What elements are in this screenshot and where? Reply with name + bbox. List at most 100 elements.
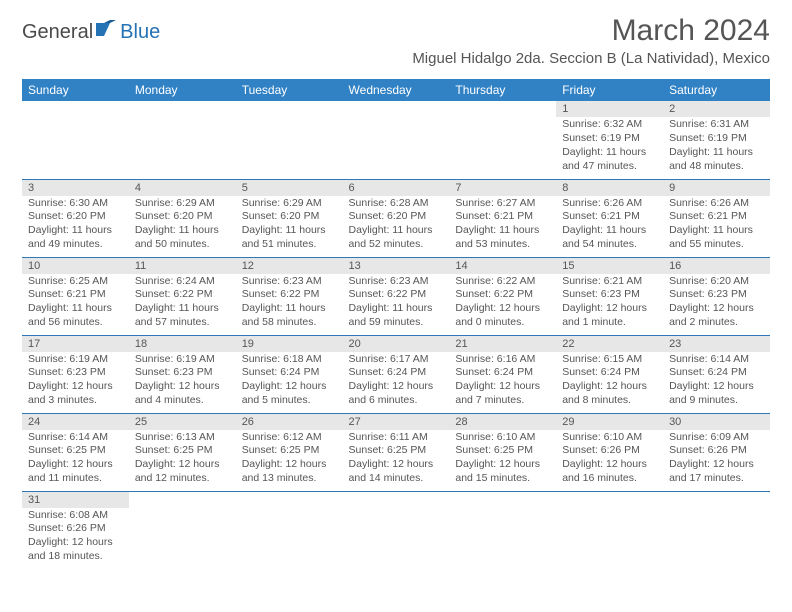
calendar-row: 3Sunrise: 6:30 AMSunset: 6:20 PMDaylight… [22, 179, 770, 257]
day-data: Sunrise: 6:17 AMSunset: 6:24 PMDaylight:… [343, 352, 450, 411]
calendar-cell: 27Sunrise: 6:11 AMSunset: 6:25 PMDayligh… [343, 413, 450, 491]
sunset-text: Sunset: 6:21 PM [28, 288, 123, 302]
sunrise-text: Sunrise: 6:11 AM [349, 431, 444, 445]
dow-header: Wednesday [343, 79, 450, 101]
sunset-text: Sunset: 6:26 PM [669, 444, 764, 458]
daylight-text: Daylight: 11 hours and 50 minutes. [135, 224, 230, 252]
calendar-cell [449, 101, 556, 179]
day-data: Sunrise: 6:23 AMSunset: 6:22 PMDaylight:… [236, 274, 343, 333]
day-number: 17 [22, 336, 129, 352]
daylight-text: Daylight: 11 hours and 59 minutes. [349, 302, 444, 330]
day-data: Sunrise: 6:30 AMSunset: 6:20 PMDaylight:… [22, 196, 129, 255]
sunset-text: Sunset: 6:23 PM [135, 366, 230, 380]
day-data: Sunrise: 6:23 AMSunset: 6:22 PMDaylight:… [343, 274, 450, 333]
sunrise-text: Sunrise: 6:19 AM [28, 353, 123, 367]
daylight-text: Daylight: 12 hours and 13 minutes. [242, 458, 337, 486]
daylight-text: Daylight: 12 hours and 17 minutes. [669, 458, 764, 486]
sunrise-text: Sunrise: 6:28 AM [349, 197, 444, 211]
dow-header: Monday [129, 79, 236, 101]
calendar-cell: 7Sunrise: 6:27 AMSunset: 6:21 PMDaylight… [449, 179, 556, 257]
calendar-cell [343, 491, 450, 569]
day-data: Sunrise: 6:25 AMSunset: 6:21 PMDaylight:… [22, 274, 129, 333]
daylight-text: Daylight: 11 hours and 49 minutes. [28, 224, 123, 252]
daylight-text: Daylight: 11 hours and 57 minutes. [135, 302, 230, 330]
sunrise-text: Sunrise: 6:19 AM [135, 353, 230, 367]
daylight-text: Daylight: 12 hours and 5 minutes. [242, 380, 337, 408]
calendar-cell: 2Sunrise: 6:31 AMSunset: 6:19 PMDaylight… [663, 101, 770, 179]
sunset-text: Sunset: 6:26 PM [562, 444, 657, 458]
daylight-text: Daylight: 12 hours and 7 minutes. [455, 380, 550, 408]
sunset-text: Sunset: 6:23 PM [28, 366, 123, 380]
sunrise-text: Sunrise: 6:10 AM [562, 431, 657, 445]
daylight-text: Daylight: 11 hours and 48 minutes. [669, 146, 764, 174]
daylight-text: Daylight: 11 hours and 53 minutes. [455, 224, 550, 252]
calendar-row: 1Sunrise: 6:32 AMSunset: 6:19 PMDaylight… [22, 101, 770, 179]
daylight-text: Daylight: 12 hours and 15 minutes. [455, 458, 550, 486]
calendar-cell [236, 491, 343, 569]
day-number: 2 [663, 101, 770, 117]
day-data: Sunrise: 6:29 AMSunset: 6:20 PMDaylight:… [129, 196, 236, 255]
sunset-text: Sunset: 6:23 PM [562, 288, 657, 302]
sunset-text: Sunset: 6:23 PM [669, 288, 764, 302]
sunset-text: Sunset: 6:21 PM [669, 210, 764, 224]
calendar-cell [129, 101, 236, 179]
day-number: 28 [449, 414, 556, 430]
daylight-text: Daylight: 11 hours and 54 minutes. [562, 224, 657, 252]
daylight-text: Daylight: 12 hours and 9 minutes. [669, 380, 764, 408]
calendar-cell [129, 491, 236, 569]
sunset-text: Sunset: 6:24 PM [562, 366, 657, 380]
daylight-text: Daylight: 12 hours and 11 minutes. [28, 458, 123, 486]
calendar-cell: 9Sunrise: 6:26 AMSunset: 6:21 PMDaylight… [663, 179, 770, 257]
sunrise-text: Sunrise: 6:16 AM [455, 353, 550, 367]
calendar-cell: 25Sunrise: 6:13 AMSunset: 6:25 PMDayligh… [129, 413, 236, 491]
calendar-cell: 18Sunrise: 6:19 AMSunset: 6:23 PMDayligh… [129, 335, 236, 413]
sunrise-text: Sunrise: 6:15 AM [562, 353, 657, 367]
sunset-text: Sunset: 6:20 PM [135, 210, 230, 224]
day-number: 27 [343, 414, 450, 430]
day-number: 5 [236, 180, 343, 196]
day-number: 19 [236, 336, 343, 352]
daylight-text: Daylight: 11 hours and 47 minutes. [562, 146, 657, 174]
day-number: 31 [22, 492, 129, 508]
daylight-text: Daylight: 12 hours and 3 minutes. [28, 380, 123, 408]
day-data: Sunrise: 6:13 AMSunset: 6:25 PMDaylight:… [129, 430, 236, 489]
day-number: 8 [556, 180, 663, 196]
sunset-text: Sunset: 6:21 PM [455, 210, 550, 224]
logo: General Blue [22, 14, 160, 45]
day-data: Sunrise: 6:32 AMSunset: 6:19 PMDaylight:… [556, 117, 663, 176]
sunset-text: Sunset: 6:22 PM [455, 288, 550, 302]
calendar-row: 17Sunrise: 6:19 AMSunset: 6:23 PMDayligh… [22, 335, 770, 413]
daylight-text: Daylight: 12 hours and 12 minutes. [135, 458, 230, 486]
flag-icon [96, 20, 118, 41]
day-number: 12 [236, 258, 343, 274]
day-data: Sunrise: 6:18 AMSunset: 6:24 PMDaylight:… [236, 352, 343, 411]
sunset-text: Sunset: 6:20 PM [28, 210, 123, 224]
sunset-text: Sunset: 6:24 PM [669, 366, 764, 380]
day-data: Sunrise: 6:14 AMSunset: 6:24 PMDaylight:… [663, 352, 770, 411]
calendar-cell [449, 491, 556, 569]
daylight-text: Daylight: 12 hours and 6 minutes. [349, 380, 444, 408]
day-number: 23 [663, 336, 770, 352]
sunset-text: Sunset: 6:25 PM [135, 444, 230, 458]
month-title: March 2024 [412, 14, 770, 48]
sunset-text: Sunset: 6:19 PM [562, 132, 657, 146]
day-number: 29 [556, 414, 663, 430]
sunrise-text: Sunrise: 6:18 AM [242, 353, 337, 367]
calendar-cell: 17Sunrise: 6:19 AMSunset: 6:23 PMDayligh… [22, 335, 129, 413]
day-number: 26 [236, 414, 343, 430]
daylight-text: Daylight: 11 hours and 56 minutes. [28, 302, 123, 330]
logo-text-general: General [22, 21, 93, 44]
day-number: 22 [556, 336, 663, 352]
day-data: Sunrise: 6:20 AMSunset: 6:23 PMDaylight:… [663, 274, 770, 333]
daylight-text: Daylight: 12 hours and 0 minutes. [455, 302, 550, 330]
day-number: 11 [129, 258, 236, 274]
calendar-cell [236, 101, 343, 179]
dow-header: Friday [556, 79, 663, 101]
sunset-text: Sunset: 6:24 PM [242, 366, 337, 380]
day-data: Sunrise: 6:08 AMSunset: 6:26 PMDaylight:… [22, 508, 129, 567]
sunrise-text: Sunrise: 6:24 AM [135, 275, 230, 289]
dow-header: Thursday [449, 79, 556, 101]
calendar-cell: 3Sunrise: 6:30 AMSunset: 6:20 PMDaylight… [22, 179, 129, 257]
calendar-cell: 14Sunrise: 6:22 AMSunset: 6:22 PMDayligh… [449, 257, 556, 335]
sunset-text: Sunset: 6:22 PM [349, 288, 444, 302]
